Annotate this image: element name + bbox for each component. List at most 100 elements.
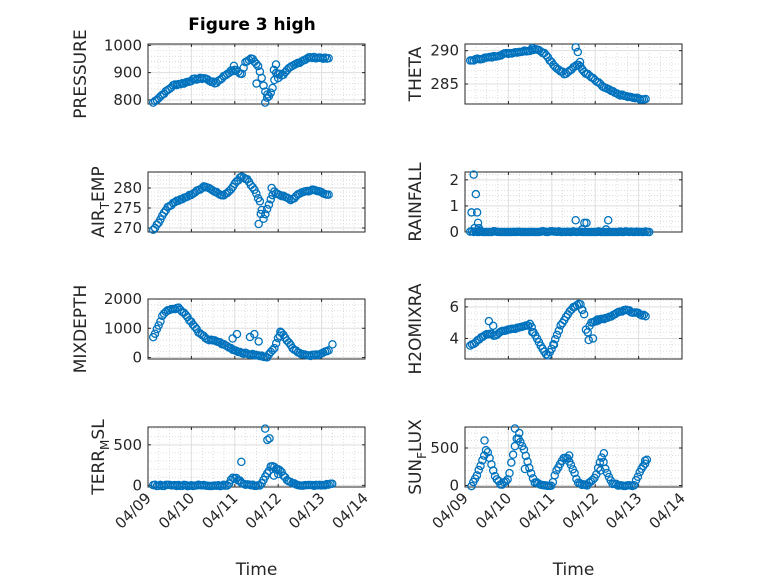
data-point: [481, 445, 491, 455]
y-axis-label-part: LUX: [406, 419, 426, 452]
data-point: [640, 459, 650, 468]
y-tick-label: 0: [449, 477, 459, 495]
y-axis-label-part: PRESSURE: [71, 29, 91, 118]
data-point: [579, 309, 589, 319]
y-axis-label-part: AIR: [89, 209, 109, 238]
data-point: [270, 343, 279, 353]
data-point: [525, 463, 534, 473]
data-point: [597, 453, 606, 462]
data-point: [599, 448, 609, 458]
data-point: [328, 340, 337, 349]
y-axis-label-part: H2OMIXRA: [406, 283, 426, 374]
y-tick-label: 285: [430, 75, 459, 93]
data-point: [526, 469, 536, 478]
data-point: [549, 340, 559, 350]
data-point: [552, 330, 562, 340]
data-point: [554, 326, 564, 335]
data-point: [572, 300, 582, 310]
y-axis-label-subscript: M: [98, 440, 112, 450]
y-axis-label-part: SL: [89, 419, 109, 440]
data-point: [528, 43, 537, 53]
data-point: [488, 466, 498, 475]
data-point: [641, 94, 650, 104]
data-point: [527, 322, 536, 332]
data-point: [269, 65, 279, 75]
data-point: [595, 458, 605, 467]
data-point: [576, 300, 585, 309]
data-point: [284, 194, 294, 203]
data-point: [228, 334, 237, 343]
data-point: [566, 460, 576, 470]
data-point: [273, 469, 283, 479]
y-tick-label: 6: [449, 298, 459, 316]
y-axis-label: H2OMIXRA: [406, 283, 426, 374]
data-point: [154, 321, 163, 330]
axes-box: [464, 298, 683, 360]
y-tick-label: 900: [113, 64, 142, 82]
data-point: [550, 471, 559, 480]
y-tick-label: 0: [132, 349, 142, 367]
y-axis-label: TERRMSL: [89, 419, 112, 496]
x-axis-label: Time: [235, 560, 278, 580]
data-point: [521, 451, 531, 461]
y-axis-label-part: SUN: [406, 459, 426, 495]
data-point: [327, 479, 337, 488]
subplot-pressure: 800 900 1000 PRESSURE: [71, 29, 366, 119]
data-point: [633, 472, 643, 481]
axes-box: [464, 426, 683, 488]
data-point: [584, 335, 593, 345]
data-point: [483, 447, 493, 457]
data-point: [471, 189, 481, 199]
y-axis-label: SUNFLUX: [406, 419, 429, 495]
data-point: [263, 90, 272, 99]
data-point: [644, 227, 654, 237]
data-point: [571, 43, 580, 52]
data-point: [520, 464, 530, 474]
data-point: [271, 60, 281, 69]
y-tick-label: 0: [132, 476, 142, 494]
data-point: [248, 183, 257, 192]
data-point: [269, 471, 279, 480]
y-axis-label: AIRTEMP: [89, 166, 112, 237]
data-point: [265, 434, 274, 443]
data-point: [295, 348, 304, 358]
data-point: [244, 55, 254, 65]
data-point: [472, 208, 482, 217]
data-point: [639, 310, 649, 320]
data-point: [228, 66, 238, 76]
data-point: [264, 200, 274, 209]
data-point: [229, 61, 239, 71]
data-point: [641, 311, 650, 321]
data-point: [570, 61, 580, 71]
data-point: [239, 63, 248, 72]
data-point: [263, 435, 272, 445]
y-tick-label: 270: [113, 219, 142, 237]
data-point: [484, 316, 494, 326]
data-point: [261, 209, 270, 219]
data-point: [268, 345, 277, 355]
y-tick-label: 4: [449, 329, 459, 347]
data-point: [570, 468, 579, 478]
data-point: [488, 321, 498, 331]
y-axis-label: RAINFALL: [406, 162, 426, 242]
data-point: [267, 183, 276, 193]
data-point: [474, 465, 483, 475]
data-point: [596, 466, 605, 475]
data-point: [271, 338, 281, 348]
y-tick-label: 800: [113, 91, 142, 109]
data-point: [601, 464, 610, 473]
y-tick-label: 1: [449, 197, 459, 215]
data-point: [276, 327, 285, 337]
data-point: [254, 337, 263, 346]
data-point: [577, 305, 587, 315]
data-point: [252, 59, 261, 69]
data-point: [639, 461, 648, 471]
data-point: [257, 73, 266, 83]
data-point: [550, 335, 560, 344]
data-point: [508, 450, 518, 459]
y-tick-label: 1000: [104, 319, 142, 337]
